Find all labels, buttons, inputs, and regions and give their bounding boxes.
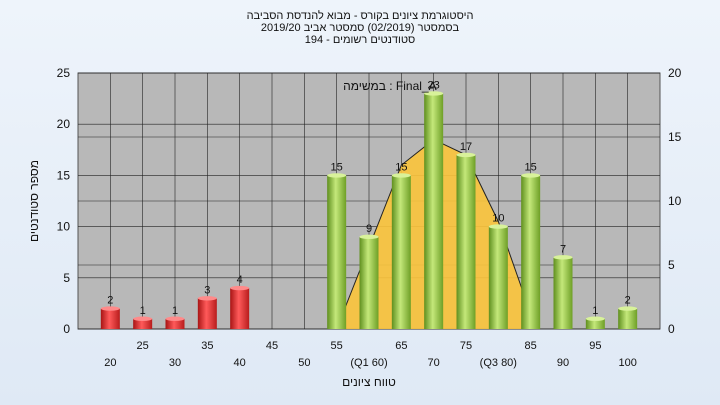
y2-tick-label: 10	[668, 194, 682, 208]
bar-data-label: 15	[395, 161, 407, 173]
bar-data-label: 9	[366, 223, 372, 235]
bar-data-label: 1	[172, 305, 178, 317]
x-tick-label: 75	[460, 340, 472, 352]
bar-data-label: 4	[237, 274, 243, 286]
x-tick-label: 35	[201, 340, 213, 352]
x-tick-label: (Q1 60)	[350, 357, 387, 369]
y-tick-label: 5	[63, 271, 70, 285]
bar-pass	[359, 236, 379, 329]
y-tick-label: 0	[63, 322, 70, 336]
bar-top-cap	[359, 234, 379, 240]
bar-pass	[618, 308, 638, 329]
bar-data-label: 1	[140, 305, 146, 317]
bar-top-cap	[488, 224, 508, 229]
chart-subtitle-1: בסמסטר (02/2019) סמסטר אביב 2019/20	[260, 22, 460, 34]
bar-top-cap	[391, 173, 411, 178]
bar-data-label: 17	[460, 141, 472, 153]
bar-top-cap	[456, 152, 476, 158]
bar-pass	[456, 154, 476, 329]
bar-fail	[197, 298, 217, 329]
bar-top-cap	[424, 91, 444, 96]
bar-top-cap	[585, 316, 605, 321]
y2-tick-label: 20	[668, 66, 682, 80]
x-tick-label: 50	[298, 357, 310, 369]
bar-top-cap	[327, 173, 347, 178]
y-tick-label: 10	[57, 220, 71, 234]
y-tick-label: 15	[57, 168, 71, 182]
bar-pass	[488, 226, 508, 329]
x-tick-label: 85	[525, 340, 537, 352]
bar-data-label: 10	[492, 213, 504, 225]
x-tick-label: 30	[169, 357, 181, 369]
bar-top-cap	[133, 316, 153, 321]
x-tick-label: 95	[589, 340, 601, 352]
bar-pass	[521, 175, 541, 329]
bar-top-cap	[100, 306, 120, 311]
bar-top-cap	[618, 306, 638, 311]
bar-pass	[585, 318, 605, 329]
chart-subtitle-2: סטודנטים רשומים - 194	[304, 34, 416, 46]
bar-top-cap	[197, 296, 217, 301]
x-tick-label: 45	[266, 340, 278, 352]
y-axis-title: מספר סטודנטים	[27, 160, 41, 242]
bar-pass	[391, 175, 411, 329]
x-tick-label: (Q3 80)	[480, 357, 517, 369]
bar-pass	[327, 175, 347, 329]
y-tick-label: 20	[57, 117, 71, 131]
x-tick-label: 90	[557, 357, 569, 369]
x-tick-label: 20	[104, 357, 116, 369]
chart-title: היסטוגרמת ציונים בקורס - מבוא להנדסת הסב…	[246, 10, 474, 22]
bar-data-label: 15	[525, 161, 537, 173]
bar-data-label: 23	[428, 79, 440, 91]
assignment-annotation: במשימה : Final_A	[343, 79, 437, 93]
bar-pass	[424, 93, 444, 329]
bar-fail	[165, 318, 185, 329]
y2-tick-label: 5	[668, 258, 675, 272]
bar-fail	[133, 318, 153, 329]
bar-data-label: 2	[107, 295, 113, 307]
chart-title-block: היסטוגרמת ציונים בקורס - מבוא להנדסת הסב…	[0, 10, 720, 46]
x-tick-label: 40	[234, 357, 246, 369]
y-tick-label: 25	[57, 66, 71, 80]
bar-fail	[100, 308, 120, 329]
y2-tick-label: 15	[668, 130, 682, 144]
bar-data-label: 7	[560, 243, 566, 255]
bar-top-cap	[165, 316, 185, 321]
bar-top-cap	[521, 173, 541, 178]
bar-fail	[230, 288, 250, 329]
bar-top-cap	[230, 285, 250, 291]
x-tick-label: 55	[331, 340, 343, 352]
bar-data-label: 1	[592, 305, 598, 317]
x-tick-label: 65	[395, 340, 407, 352]
x-axis-title: טווח ציונים	[342, 375, 396, 389]
bar-data-label: 3	[204, 284, 210, 296]
bar-data-label: 15	[331, 161, 343, 173]
y2-tick-label: 0	[668, 322, 675, 336]
x-tick-label: 25	[137, 340, 149, 352]
x-tick-label: 70	[428, 357, 440, 369]
x-tick-label: 100	[618, 357, 636, 369]
bar-top-cap	[553, 255, 573, 260]
bar-pass	[553, 257, 573, 329]
bar-data-label: 2	[625, 295, 631, 307]
